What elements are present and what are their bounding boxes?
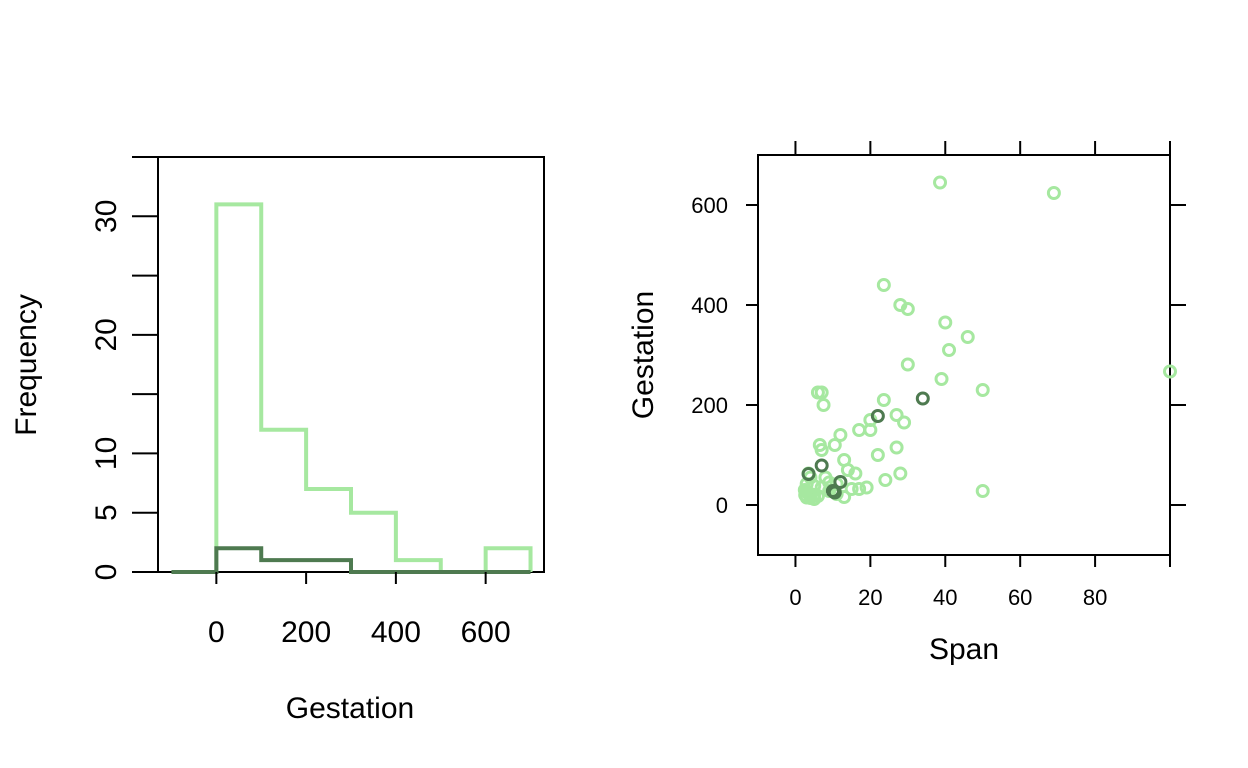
scatter-point — [938, 315, 953, 330]
scatter-y-axis-label: Gestation — [627, 291, 660, 419]
scatter-point — [863, 423, 878, 437]
histogram-bar — [261, 430, 306, 572]
histogram-series-2-outline — [171, 546, 531, 574]
histogram-bar — [261, 560, 306, 572]
scatter-y-tick-label: 0 — [716, 493, 728, 518]
histogram-x-axis: 0 200 400 600 — [208, 572, 511, 649]
scatter-point — [975, 383, 990, 397]
histogram-y-tick-label: 30 — [90, 200, 123, 233]
scatter-point — [889, 440, 904, 455]
scatter-panel: 0 20 40 60 80 0 200 400 600 Span Gestation — [627, 141, 1186, 666]
scatter-point — [889, 408, 904, 422]
scatter-x-tick-label: 20 — [858, 585, 882, 610]
scatter-point — [848, 466, 863, 481]
scatter-point — [814, 443, 829, 457]
scatter-point — [801, 486, 816, 500]
histogram-bar — [351, 513, 396, 572]
scatter-point — [897, 415, 912, 430]
histogram-y-tick-label: 20 — [90, 318, 123, 351]
scatter-point — [1046, 186, 1061, 200]
histogram-x-tick-label: 200 — [281, 616, 331, 649]
scatter-point — [942, 343, 957, 357]
scatter-x-tick-label: 60 — [1008, 585, 1032, 610]
scatter-point — [900, 302, 915, 316]
histogram-x-tick-label: 400 — [371, 616, 421, 649]
scatter-point — [876, 278, 891, 292]
scatter-point — [840, 463, 855, 477]
histogram-bar — [486, 548, 531, 572]
histogram-series-1-outline — [171, 202, 533, 574]
scatter-point — [814, 458, 829, 473]
histogram-y-axis: 0 5 10 20 30 — [90, 156, 158, 581]
scatter-point — [900, 357, 915, 372]
scatter-point — [876, 393, 891, 407]
scatter-x-tick-label: 40 — [933, 585, 957, 610]
scatter-point — [933, 175, 948, 190]
scatter-point — [975, 484, 990, 498]
histogram-y-tick-label: 10 — [90, 437, 123, 470]
scatter-point — [833, 428, 848, 442]
scatter-point — [870, 409, 885, 423]
scatter-point — [878, 473, 893, 487]
scatter-y-tick-label: 600 — [691, 193, 728, 218]
scatter-y-tick-label: 400 — [691, 293, 728, 318]
histogram-y-tick-label: 0 — [90, 564, 123, 581]
scatter-point — [1163, 364, 1177, 379]
histogram-bar — [216, 204, 261, 572]
scatter-point — [814, 385, 829, 400]
scatter-series-2 — [801, 391, 930, 500]
scatter-point — [844, 482, 859, 496]
scatter-x-axis-label: Span — [929, 633, 999, 666]
scatter-y-tick-label: 200 — [691, 393, 728, 418]
scatter-point — [859, 480, 874, 495]
scatter-point — [960, 330, 975, 344]
scatter-point — [833, 475, 848, 489]
histogram-y-tick-label: 5 — [90, 504, 123, 521]
scatter-point — [870, 448, 885, 462]
scatter-point — [827, 438, 842, 452]
histogram-x-tick-label: 600 — [461, 616, 511, 649]
scatter-point — [825, 484, 840, 498]
scatter-point — [934, 372, 949, 386]
histogram-series-group — [171, 202, 533, 574]
histogram-bar — [216, 548, 261, 572]
scatter-series-group — [797, 175, 1177, 506]
histogram-y-axis-label: Frequency — [10, 294, 43, 436]
scatter-point — [801, 467, 816, 481]
scatter-point — [816, 398, 831, 412]
histogram-bar — [306, 560, 351, 572]
scatter-point — [893, 466, 908, 481]
scatter-frame — [757, 154, 1171, 556]
scatter-x-tick-label: 0 — [789, 585, 801, 610]
scatter-point — [852, 423, 867, 437]
scatter-series-1 — [797, 175, 1177, 506]
histogram-panel: 0 200 400 600 0 5 10 20 30 Gestation Frequency — [10, 156, 545, 725]
scatter-point — [915, 391, 930, 406]
scatter-point — [852, 482, 867, 496]
scatter-x-tick-label: 80 — [1083, 585, 1107, 610]
scatter-axes: 0 20 40 60 80 0 200 400 600 — [691, 141, 1186, 610]
histogram-x-axis-label: Gestation — [286, 692, 414, 725]
histogram-x-tick-label: 0 — [208, 616, 225, 649]
